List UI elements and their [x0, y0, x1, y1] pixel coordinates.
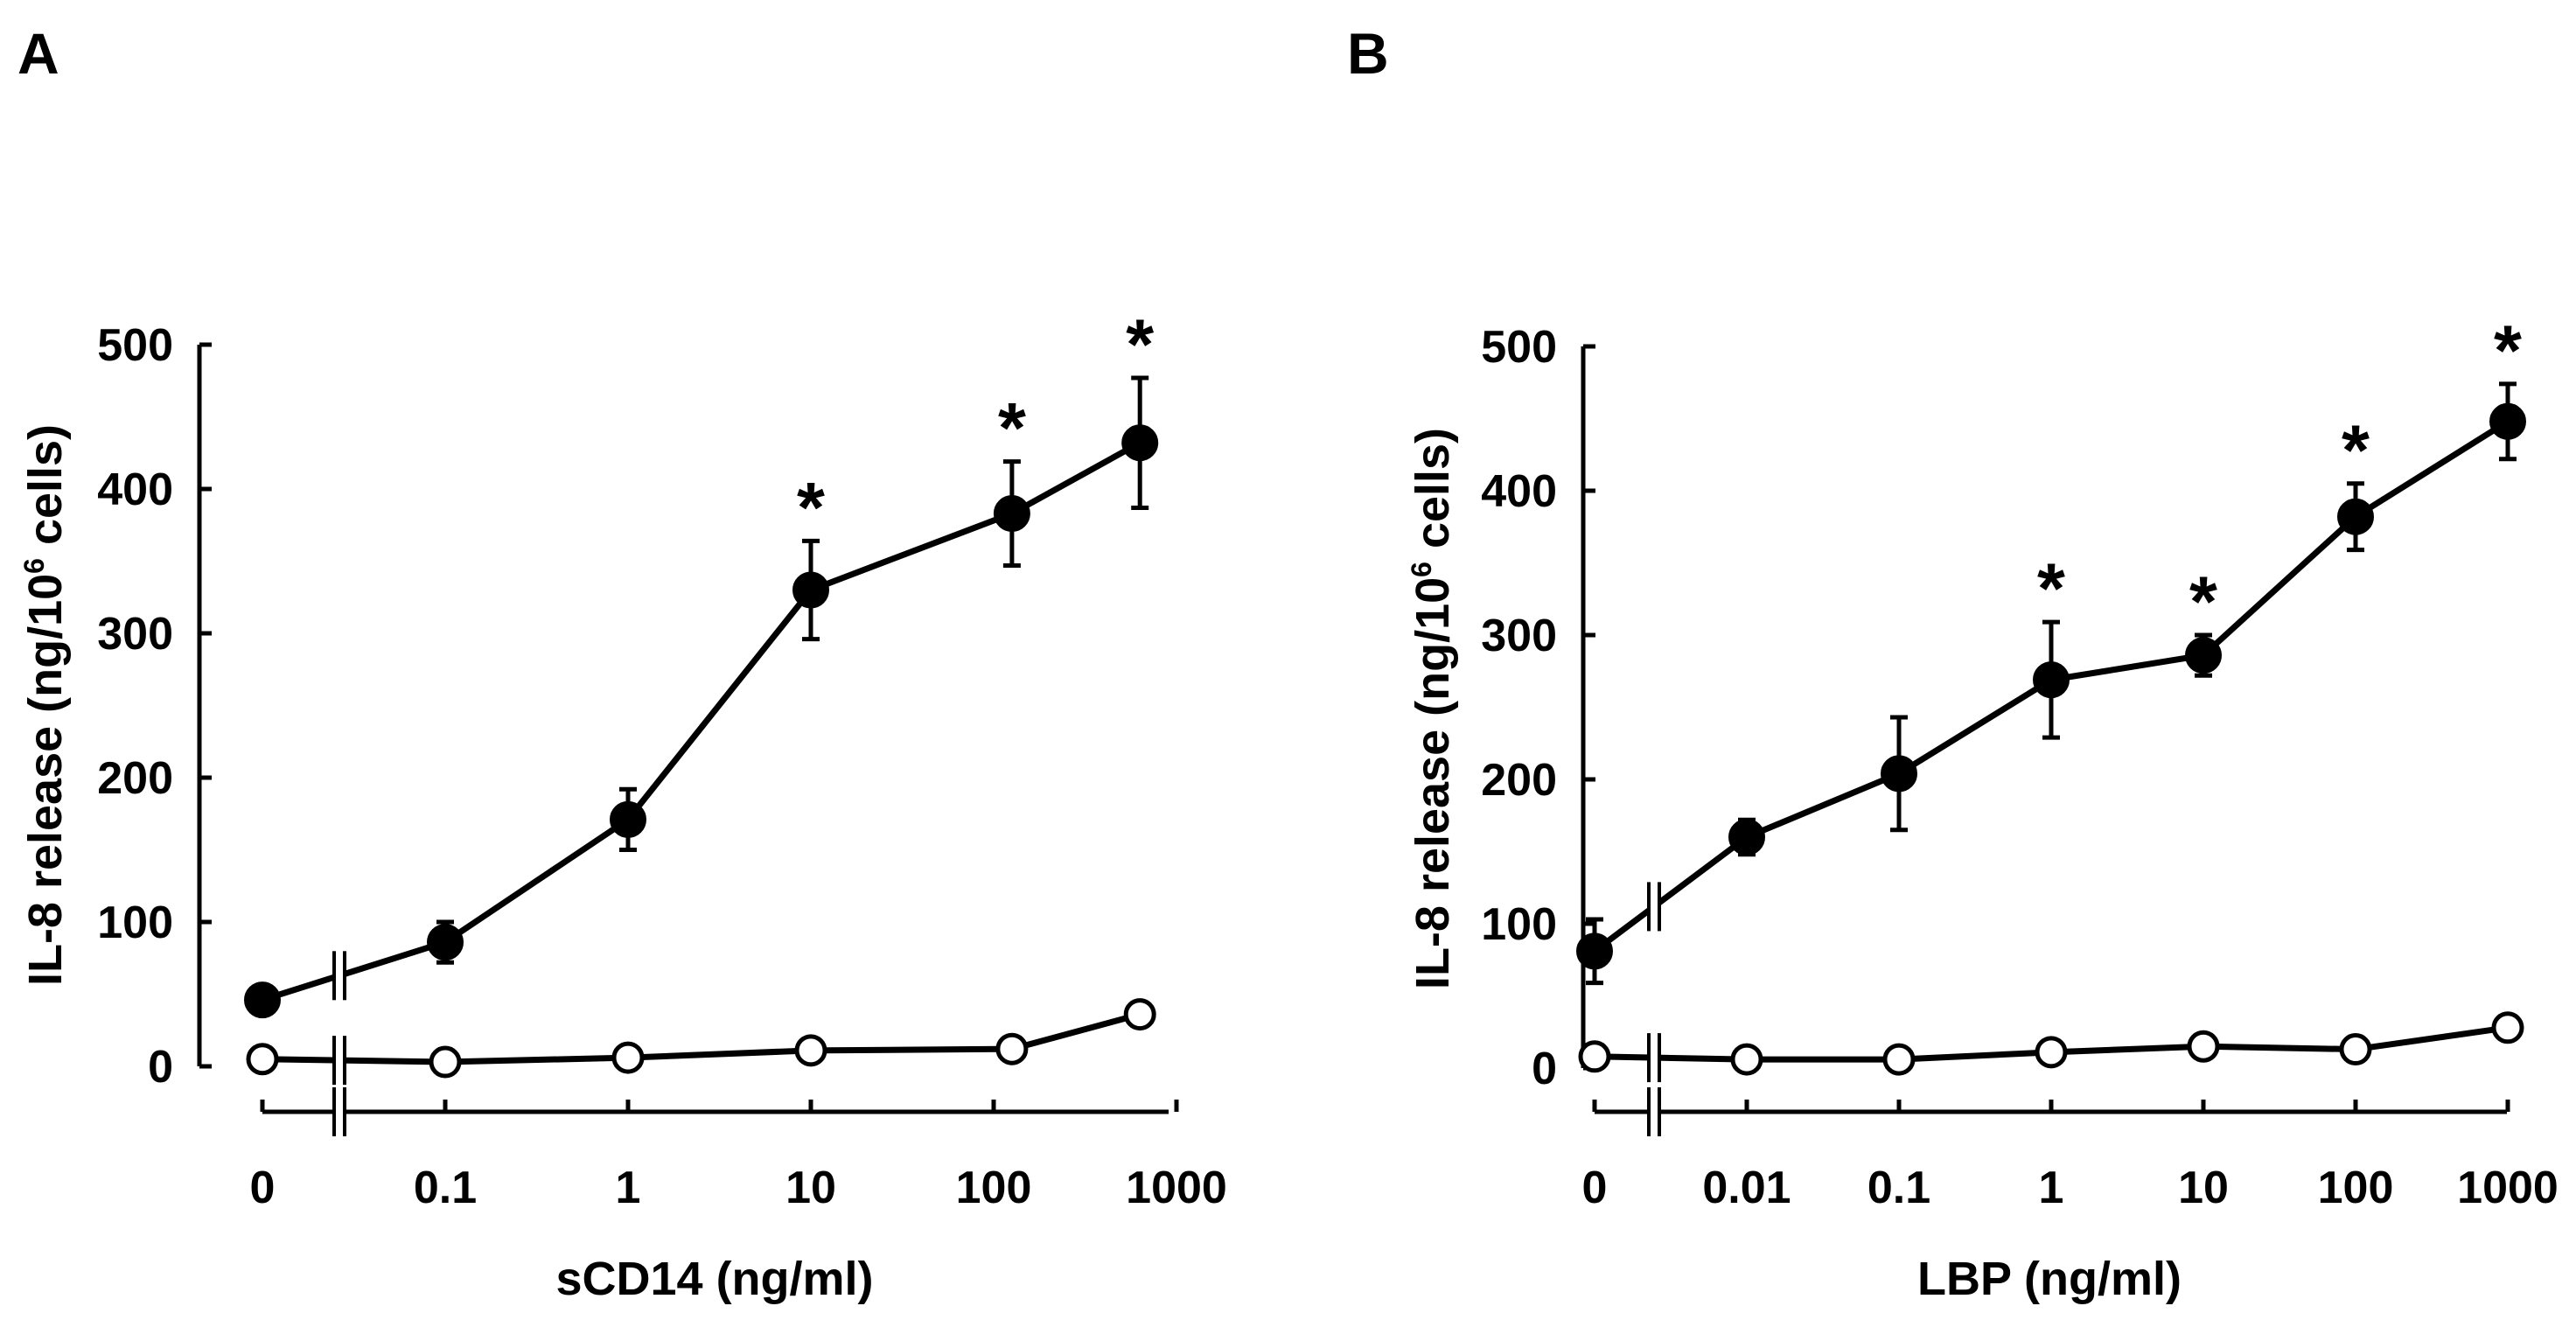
x-tick-label: 0.1 — [1867, 1163, 1930, 1213]
data-point-open — [2339, 1033, 2372, 1066]
data-point-filled — [1881, 755, 1917, 793]
data-point-open — [794, 1034, 827, 1067]
data-point-filled — [1576, 932, 1613, 970]
significance-star: * — [2494, 311, 2522, 391]
y-tick-label: 400 — [97, 464, 173, 515]
x-tick-label: 1 — [616, 1163, 641, 1213]
x-tick-label: 10 — [2178, 1163, 2229, 1213]
panel-b-label: B — [1347, 21, 1389, 86]
significance-star: * — [797, 468, 825, 548]
y-tick-label: 200 — [97, 753, 173, 804]
data-point-filled — [244, 981, 281, 1019]
data-point-open — [1578, 1040, 1611, 1073]
y-axis-title-superscript: 6 — [18, 558, 50, 574]
data-point-open — [1730, 1043, 1763, 1076]
y-axis-title-end: cells) — [1407, 428, 1459, 562]
significance-star: * — [2342, 411, 2370, 491]
x-tick-label: 0 — [1582, 1163, 1608, 1213]
y-axis-title: IL-8 release (ng/106 cells) — [1406, 428, 1459, 989]
y-axis-title-end: cells) — [19, 424, 72, 558]
y-tick-label: 500 — [1481, 322, 1557, 373]
data-point-open — [611, 1041, 645, 1074]
significance-star: * — [1126, 305, 1154, 385]
x-tick-label: 0 — [250, 1163, 276, 1213]
axis-break-gap — [1649, 882, 1659, 932]
data-point-filled — [610, 800, 646, 838]
x-tick-label: 1000 — [2457, 1163, 2559, 1213]
data-point-filled — [993, 495, 1030, 533]
axis-break-gap — [1649, 1087, 1659, 1136]
y-tick-label: 100 — [1481, 899, 1557, 950]
data-point-open — [429, 1045, 462, 1079]
data-point-filled — [2185, 637, 2222, 674]
data-point-open — [2187, 1030, 2220, 1063]
data-point-open — [246, 1043, 279, 1076]
data-point-open — [1123, 998, 1156, 1031]
x-tick-label: 10 — [785, 1163, 836, 1213]
panel-b: B 0 100 200 300 400 500 0 0.01 0.1 1 10 100 1000 IL-8… — [1347, 21, 2559, 1305]
series-filled-line — [261, 440, 1141, 1003]
data-point-filled — [2489, 402, 2526, 440]
panel-a-label: A — [17, 21, 59, 86]
significance-star: * — [2037, 549, 2065, 629]
y-tick-label: 200 — [1481, 755, 1557, 806]
y-tick-label: 500 — [97, 320, 173, 371]
data-point-filled — [2033, 661, 2070, 699]
y-tick-label: 0 — [1532, 1044, 1557, 1094]
x-tick-label: 100 — [2318, 1163, 2394, 1213]
x-tick-label: 100 — [956, 1163, 1032, 1213]
x-tick-label: 0.1 — [414, 1163, 477, 1213]
data-point-filled — [1728, 819, 1765, 856]
data-point-open — [995, 1032, 1029, 1065]
data-point-open — [2035, 1036, 2068, 1069]
axis-break-gap — [334, 1087, 345, 1136]
x-tick-label: 0.01 — [1702, 1163, 1791, 1213]
x-axis-title: LBP (ng/ml) — [1917, 1253, 2182, 1305]
data-point-filled — [792, 571, 829, 609]
data-point-filled — [427, 924, 464, 961]
y-axis-title-superscript: 6 — [1406, 562, 1437, 577]
y-tick-label: 100 — [97, 897, 173, 948]
significance-star: * — [2189, 562, 2217, 642]
axis-break-gap — [1649, 1033, 1659, 1083]
x-tick-label: 1 — [2039, 1163, 2064, 1213]
y-tick-label: 300 — [1481, 611, 1557, 661]
series-open-line — [262, 1011, 1141, 1065]
y-axis-title-main: IL-8 release (ng/10 — [19, 574, 72, 986]
y-tick-label: 400 — [1481, 466, 1557, 517]
y-tick-label: 0 — [148, 1042, 173, 1093]
axis-break-gap — [334, 951, 345, 1001]
x-axis-title: sCD14 (ng/ml) — [555, 1253, 873, 1305]
axis-break-gap — [334, 1036, 345, 1086]
y-axis-title-main: IL-8 release (ng/10 — [1407, 577, 1459, 989]
data-point-open — [1882, 1043, 1916, 1076]
data-point-filled — [1121, 424, 1159, 462]
data-point-open — [2491, 1011, 2524, 1044]
panel-a: A 0 100 200 300 400 500 0 0.1 1 10 100 1000 IL-8 rel… — [17, 21, 1227, 1305]
data-point-filled — [2337, 498, 2374, 535]
y-tick-label: 300 — [97, 609, 173, 660]
x-tick-label: 1000 — [1126, 1163, 1227, 1213]
y-axis-title: IL-8 release (ng/106 cells) — [18, 424, 72, 986]
significance-star: * — [998, 389, 1026, 469]
